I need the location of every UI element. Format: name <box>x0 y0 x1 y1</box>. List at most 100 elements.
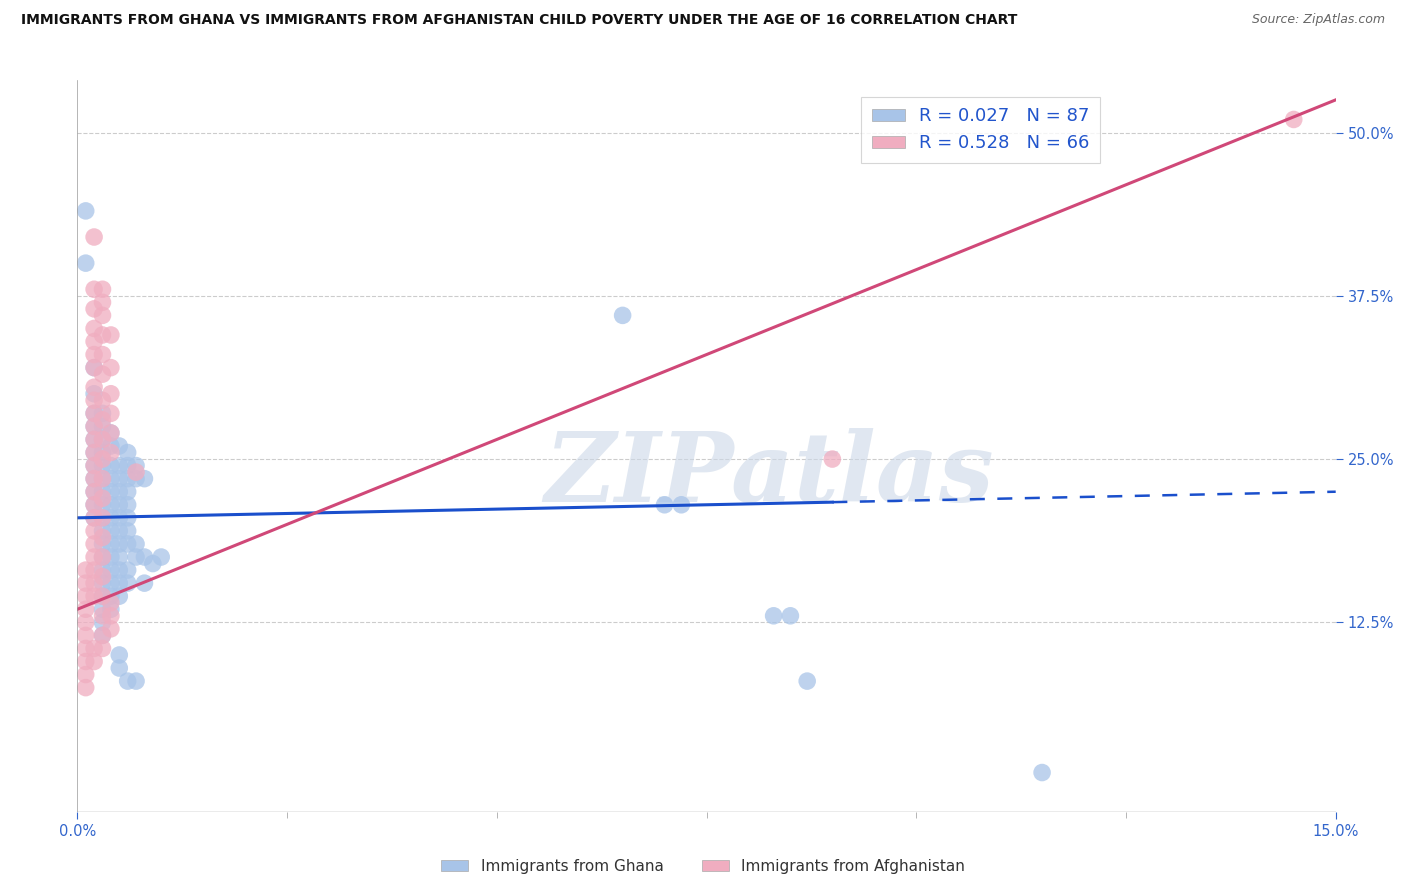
Point <box>108 484 131 499</box>
Point <box>100 596 122 610</box>
Point <box>821 452 844 467</box>
Point <box>91 433 114 447</box>
Point <box>83 348 105 362</box>
Point <box>91 282 114 296</box>
Point <box>117 576 139 591</box>
Point <box>108 458 131 473</box>
Point <box>612 309 634 323</box>
Point <box>83 524 105 538</box>
Point <box>83 576 105 591</box>
Point <box>100 360 122 375</box>
Point <box>125 549 148 564</box>
Point <box>108 472 131 486</box>
Point <box>108 439 131 453</box>
Point <box>91 433 114 447</box>
Point <box>83 301 105 316</box>
Point <box>83 549 105 564</box>
Point <box>117 458 139 473</box>
Point <box>91 295 114 310</box>
Point <box>100 563 122 577</box>
Point <box>83 380 105 394</box>
Point <box>83 458 105 473</box>
Point <box>100 608 122 623</box>
Point <box>91 549 114 564</box>
Point <box>100 425 122 440</box>
Point <box>117 563 139 577</box>
Point <box>91 413 114 427</box>
Point <box>100 622 122 636</box>
Point <box>91 472 114 486</box>
Point <box>91 445 114 459</box>
Point <box>91 498 114 512</box>
Point <box>83 393 105 408</box>
Point <box>91 608 114 623</box>
Point <box>83 458 105 473</box>
Point <box>100 524 122 538</box>
Point <box>108 661 131 675</box>
Text: IMMIGRANTS FROM GHANA VS IMMIGRANTS FROM AFGHANISTAN CHILD POVERTY UNDER THE AGE: IMMIGRANTS FROM GHANA VS IMMIGRANTS FROM… <box>21 13 1018 28</box>
Point <box>100 328 122 343</box>
Point <box>83 472 105 486</box>
Point <box>91 537 114 551</box>
Point <box>100 386 122 401</box>
Point <box>108 549 131 564</box>
Point <box>83 419 105 434</box>
Point <box>100 458 122 473</box>
Point <box>100 484 122 499</box>
Point <box>83 511 105 525</box>
Point <box>83 282 105 296</box>
Point <box>91 309 114 323</box>
Point <box>91 511 114 525</box>
Point <box>83 484 105 499</box>
Point <box>1282 112 1305 127</box>
Point <box>83 321 105 335</box>
Point <box>83 563 105 577</box>
Point <box>83 445 105 459</box>
Point <box>142 557 165 571</box>
Point <box>117 445 139 459</box>
Point <box>75 576 97 591</box>
Point <box>83 419 105 434</box>
Point <box>108 563 131 577</box>
Point <box>91 589 114 603</box>
Point <box>91 406 114 420</box>
Point <box>100 439 122 453</box>
Point <box>125 537 148 551</box>
Point <box>75 641 97 656</box>
Point <box>91 328 114 343</box>
Point <box>100 406 122 420</box>
Point <box>83 589 105 603</box>
Point <box>91 602 114 616</box>
Point <box>100 425 122 440</box>
Point <box>75 667 97 681</box>
Point <box>91 524 114 538</box>
Point <box>83 386 105 401</box>
Point <box>796 674 818 689</box>
Point <box>91 569 114 583</box>
Point <box>117 472 139 486</box>
Point <box>91 472 114 486</box>
Point <box>75 602 97 616</box>
Point <box>91 484 114 499</box>
Point <box>117 498 139 512</box>
Point <box>91 491 114 506</box>
Point <box>75 655 97 669</box>
Point <box>75 681 97 695</box>
Point <box>91 641 114 656</box>
Point <box>83 406 105 420</box>
Point <box>1031 765 1053 780</box>
Point <box>75 628 97 642</box>
Point <box>83 511 105 525</box>
Point <box>83 445 105 459</box>
Point <box>762 608 785 623</box>
Point <box>83 655 105 669</box>
Point <box>779 608 801 623</box>
Point <box>91 615 114 630</box>
Point <box>83 537 105 551</box>
Point <box>117 674 139 689</box>
Point <box>100 472 122 486</box>
Point <box>91 530 114 544</box>
Legend: Immigrants from Ghana, Immigrants from Afghanistan: Immigrants from Ghana, Immigrants from A… <box>434 853 972 880</box>
Point <box>108 524 131 538</box>
Point <box>108 589 131 603</box>
